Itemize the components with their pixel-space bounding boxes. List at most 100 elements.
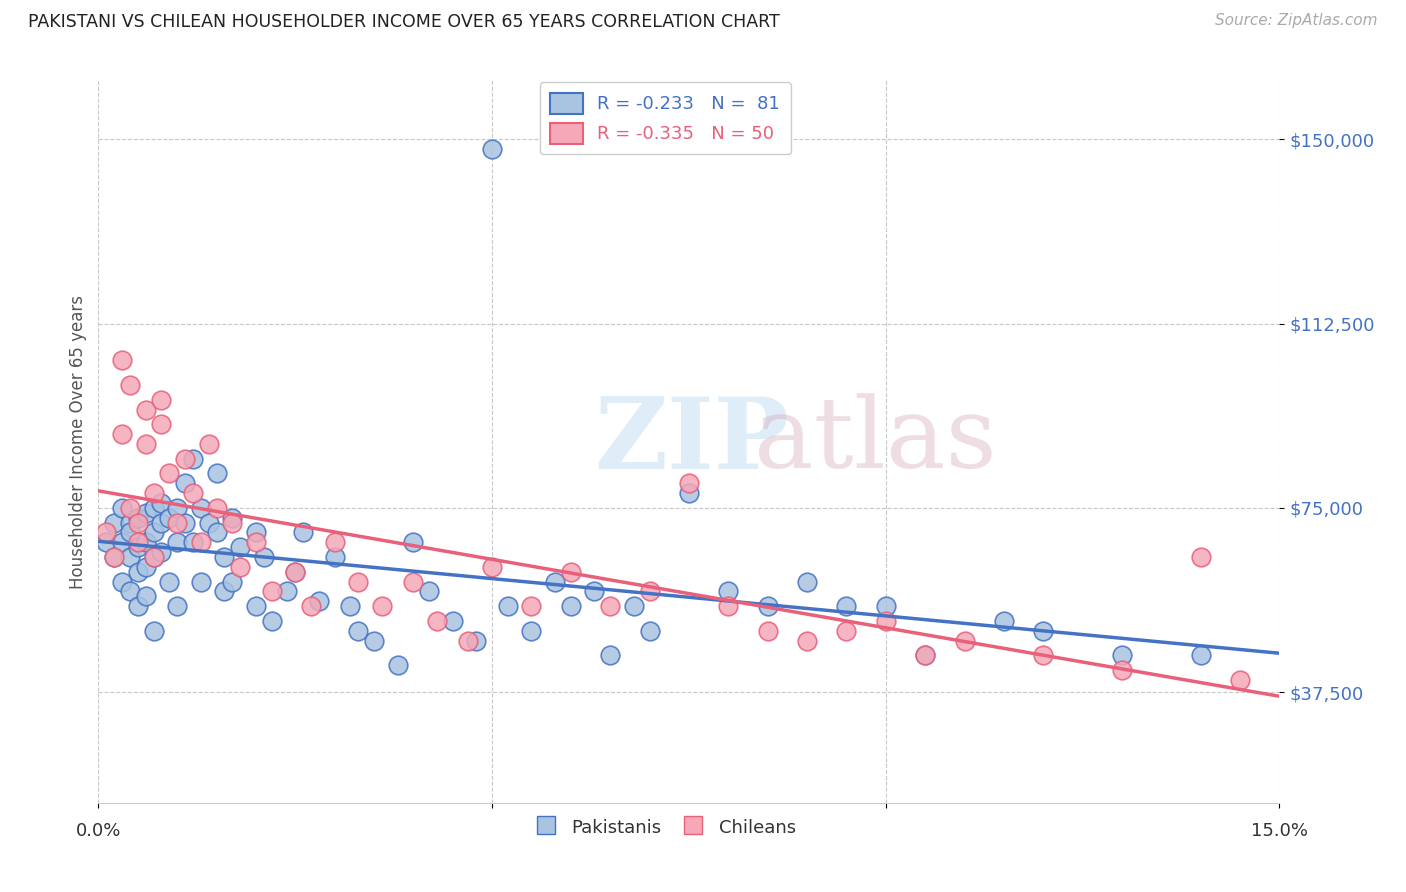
Point — [623, 599, 645, 614]
Point — [221, 574, 243, 589]
Point — [127, 565, 149, 579]
Point — [150, 496, 173, 510]
Point — [835, 599, 858, 614]
Point — [914, 648, 936, 663]
Point — [135, 535, 157, 549]
Point — [197, 437, 219, 451]
Point — [118, 500, 141, 515]
Point — [599, 599, 621, 614]
Point — [1032, 648, 1054, 663]
Point — [127, 516, 149, 530]
Point — [276, 584, 298, 599]
Point — [253, 549, 276, 564]
Legend: Pakistanis, Chileans: Pakistanis, Chileans — [527, 811, 803, 845]
Point — [323, 535, 346, 549]
Point — [835, 624, 858, 638]
Point — [135, 506, 157, 520]
Point — [796, 633, 818, 648]
Point — [142, 549, 165, 564]
Point — [96, 525, 118, 540]
Point — [953, 633, 976, 648]
Point — [142, 624, 165, 638]
Point — [1111, 663, 1133, 677]
Point — [157, 574, 180, 589]
Point — [496, 599, 519, 614]
Point — [308, 594, 330, 608]
Text: PAKISTANI VS CHILEAN HOUSEHOLDER INCOME OVER 65 YEARS CORRELATION CHART: PAKISTANI VS CHILEAN HOUSEHOLDER INCOME … — [28, 13, 780, 31]
Text: 0.0%: 0.0% — [76, 822, 121, 840]
Point — [181, 486, 204, 500]
Point — [157, 467, 180, 481]
Point — [323, 549, 346, 564]
Point — [103, 516, 125, 530]
Point — [127, 535, 149, 549]
Point — [111, 574, 134, 589]
Point — [756, 624, 779, 638]
Point — [245, 599, 267, 614]
Point — [583, 584, 606, 599]
Point — [150, 545, 173, 559]
Point — [520, 624, 543, 638]
Point — [157, 510, 180, 524]
Point — [465, 633, 488, 648]
Point — [756, 599, 779, 614]
Point — [1189, 549, 1212, 564]
Point — [441, 614, 464, 628]
Point — [142, 500, 165, 515]
Point — [205, 525, 228, 540]
Point — [560, 565, 582, 579]
Point — [229, 540, 252, 554]
Point — [205, 500, 228, 515]
Text: 15.0%: 15.0% — [1251, 822, 1308, 840]
Point — [190, 535, 212, 549]
Point — [717, 584, 740, 599]
Point — [418, 584, 440, 599]
Point — [638, 624, 661, 638]
Point — [560, 599, 582, 614]
Point — [299, 599, 322, 614]
Point — [118, 584, 141, 599]
Point — [174, 451, 197, 466]
Text: atlas: atlas — [754, 393, 997, 490]
Point — [118, 549, 141, 564]
Point — [118, 378, 141, 392]
Point — [875, 614, 897, 628]
Point — [214, 549, 236, 564]
Point — [678, 486, 700, 500]
Point — [150, 392, 173, 407]
Point — [387, 658, 409, 673]
Point — [260, 614, 283, 628]
Point — [796, 574, 818, 589]
Point — [221, 510, 243, 524]
Point — [260, 584, 283, 599]
Point — [339, 599, 361, 614]
Point — [221, 516, 243, 530]
Point — [914, 648, 936, 663]
Point — [118, 516, 141, 530]
Point — [142, 486, 165, 500]
Point — [1032, 624, 1054, 638]
Point — [197, 516, 219, 530]
Point — [426, 614, 449, 628]
Point — [481, 142, 503, 156]
Point — [127, 540, 149, 554]
Point — [717, 599, 740, 614]
Point — [135, 437, 157, 451]
Point — [111, 427, 134, 442]
Point — [166, 599, 188, 614]
Point — [166, 516, 188, 530]
Point — [1189, 648, 1212, 663]
Point — [599, 648, 621, 663]
Point — [214, 584, 236, 599]
Point — [875, 599, 897, 614]
Text: ZIP: ZIP — [595, 393, 789, 490]
Point — [181, 535, 204, 549]
Point — [111, 353, 134, 368]
Point — [205, 467, 228, 481]
Point — [363, 633, 385, 648]
Point — [402, 574, 425, 589]
Point — [166, 535, 188, 549]
Point — [111, 535, 134, 549]
Text: Source: ZipAtlas.com: Source: ZipAtlas.com — [1215, 13, 1378, 29]
Point — [245, 535, 267, 549]
